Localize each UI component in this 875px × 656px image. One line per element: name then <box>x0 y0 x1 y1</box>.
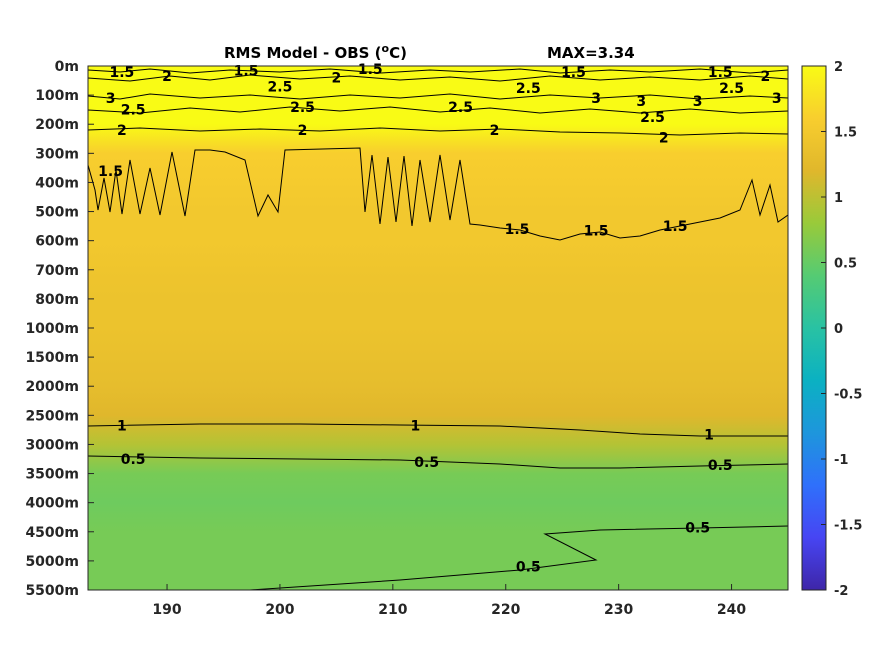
colorbar-tick-label: 1.5 <box>834 126 857 141</box>
contour-label: 1.5 <box>98 164 123 180</box>
contour-line-0p5-lower <box>88 525 788 590</box>
x-tick-label: 230 <box>604 602 633 618</box>
contour-label: 0.5 <box>516 560 541 576</box>
max-value-label: MAX=3.34 <box>547 44 635 62</box>
x-axis: 190 200 210 220 230 240 <box>152 584 746 618</box>
contour-label: 2.5 <box>719 81 744 97</box>
y-tick-label: 4500m <box>25 525 79 541</box>
y-tick-label: 1000m <box>25 321 79 337</box>
x-tick-label: 240 <box>717 602 746 618</box>
contour-label: 1.5 <box>584 223 609 239</box>
colorbar-tick-label: -1 <box>834 453 848 468</box>
y-tick-label: 2500m <box>25 408 79 424</box>
contour-label: 1.5 <box>358 62 383 78</box>
chart-title: RMS Model - OBS (oC) <box>224 42 407 63</box>
contour-label: 2.5 <box>268 79 293 95</box>
colorbar-tick-label: -0.5 <box>834 388 862 403</box>
contour-label: 2.5 <box>448 100 473 116</box>
contour-label: 2 <box>162 69 172 85</box>
contour-label: 0.5 <box>685 520 710 536</box>
contour-label: 1.5 <box>109 65 134 81</box>
y-tick-label: 400m <box>35 175 79 191</box>
contour-label: 2.5 <box>640 110 665 126</box>
contour-lines <box>88 68 788 590</box>
contour-label: 0.5 <box>414 455 439 471</box>
y-tick-label: 2000m <box>25 379 79 395</box>
contour-label: 1.5 <box>505 222 530 238</box>
contour-label: 2 <box>298 123 308 139</box>
y-tick-label: 5000m <box>25 554 79 570</box>
contour-label: 2 <box>761 69 771 85</box>
colorbar-tick-label: -2 <box>834 584 848 599</box>
y-tick-label: 5500m <box>25 583 79 599</box>
colorbar-tick-label: 2 <box>834 60 843 75</box>
contour-label: 1 <box>411 419 421 435</box>
y-tick-label: 3000m <box>25 437 79 453</box>
contour-line-2p5 <box>88 106 788 114</box>
colorbar-tick-label: 0.5 <box>834 257 857 272</box>
contour-line-2-surface <box>88 74 788 82</box>
y-tick-label: 700m <box>35 263 79 279</box>
colorbar: 2 1.5 1 0.5 0 -0.5 -1 -1.5 -2 <box>801 60 862 599</box>
y-tick-label: 3500m <box>25 467 79 483</box>
contour-label: 2 <box>490 123 500 139</box>
y-tick-label: 500m <box>35 205 79 221</box>
contour-label: 1.5 <box>708 65 733 81</box>
y-tick-label: 4000m <box>25 496 79 512</box>
contour-line-2 <box>88 127 788 136</box>
contour-label: 1.5 <box>663 219 688 235</box>
x-tick-label: 190 <box>152 602 181 618</box>
x-tick-label: 210 <box>378 602 407 618</box>
contour-label: 2.5 <box>290 100 315 116</box>
contour-line-0p5-upper <box>88 455 788 469</box>
contour-label: 3 <box>636 94 646 110</box>
contour-label: 2 <box>332 71 342 87</box>
y-tick-label: 200m <box>35 117 79 133</box>
contour-label: 2.5 <box>121 103 146 119</box>
colorbar-tick-label: 0 <box>834 322 843 337</box>
y-tick-label: 0m <box>55 59 79 75</box>
contour-label: 2.5 <box>516 81 541 97</box>
contour-label: 0.5 <box>121 452 146 468</box>
contour-line-1 <box>88 423 788 437</box>
contour-label: 3 <box>772 91 782 107</box>
contour-line-3 <box>88 93 788 100</box>
contour-label: 3 <box>591 91 601 107</box>
contour-label: 1 <box>704 427 714 443</box>
colorbar-tick-label: 1 <box>834 191 843 206</box>
contour-line-1p5-mid <box>88 147 788 241</box>
x-tick-label: 220 <box>491 602 520 618</box>
contour-label: 1.5 <box>234 63 259 79</box>
plot-area: 1.5 2 1.52.51.522.51.5 1.5 22.53 3 3 332.5 2.5 2.… <box>87 62 789 591</box>
contour-line-1p5-surface <box>88 68 788 74</box>
contour-label: 2 <box>659 130 669 146</box>
contour-label: 2 <box>117 123 127 139</box>
x-tick-label: 200 <box>265 602 294 618</box>
contour-labels: 1.5 2 1.52.51.522.51.5 1.5 22.53 3 3 332.5 2.5 2.… <box>98 62 781 576</box>
field-background <box>88 66 788 590</box>
y-tick-label: 1500m <box>25 350 79 366</box>
contour-label: 0.5 <box>708 458 733 474</box>
colorbar-ticks: 2 1.5 1 0.5 0 -0.5 -1 -1.5 -2 <box>821 60 862 599</box>
y-tick-label: 100m <box>35 88 79 104</box>
contour-label: 1 <box>117 419 127 435</box>
y-tick-label: 300m <box>35 146 79 162</box>
colorbar-tick-label: -1.5 <box>834 519 862 534</box>
contour-label: 3 <box>106 91 116 107</box>
contour-label: 1.5 <box>561 65 586 81</box>
y-tick-label: 800m <box>35 292 79 308</box>
y-tick-label: 600m <box>35 234 79 250</box>
y-axis: 0m 100m 200m 300m 400m 500m 600m 700m 800m 1000m 1… <box>25 59 94 599</box>
contour-label: 3 <box>693 94 703 110</box>
